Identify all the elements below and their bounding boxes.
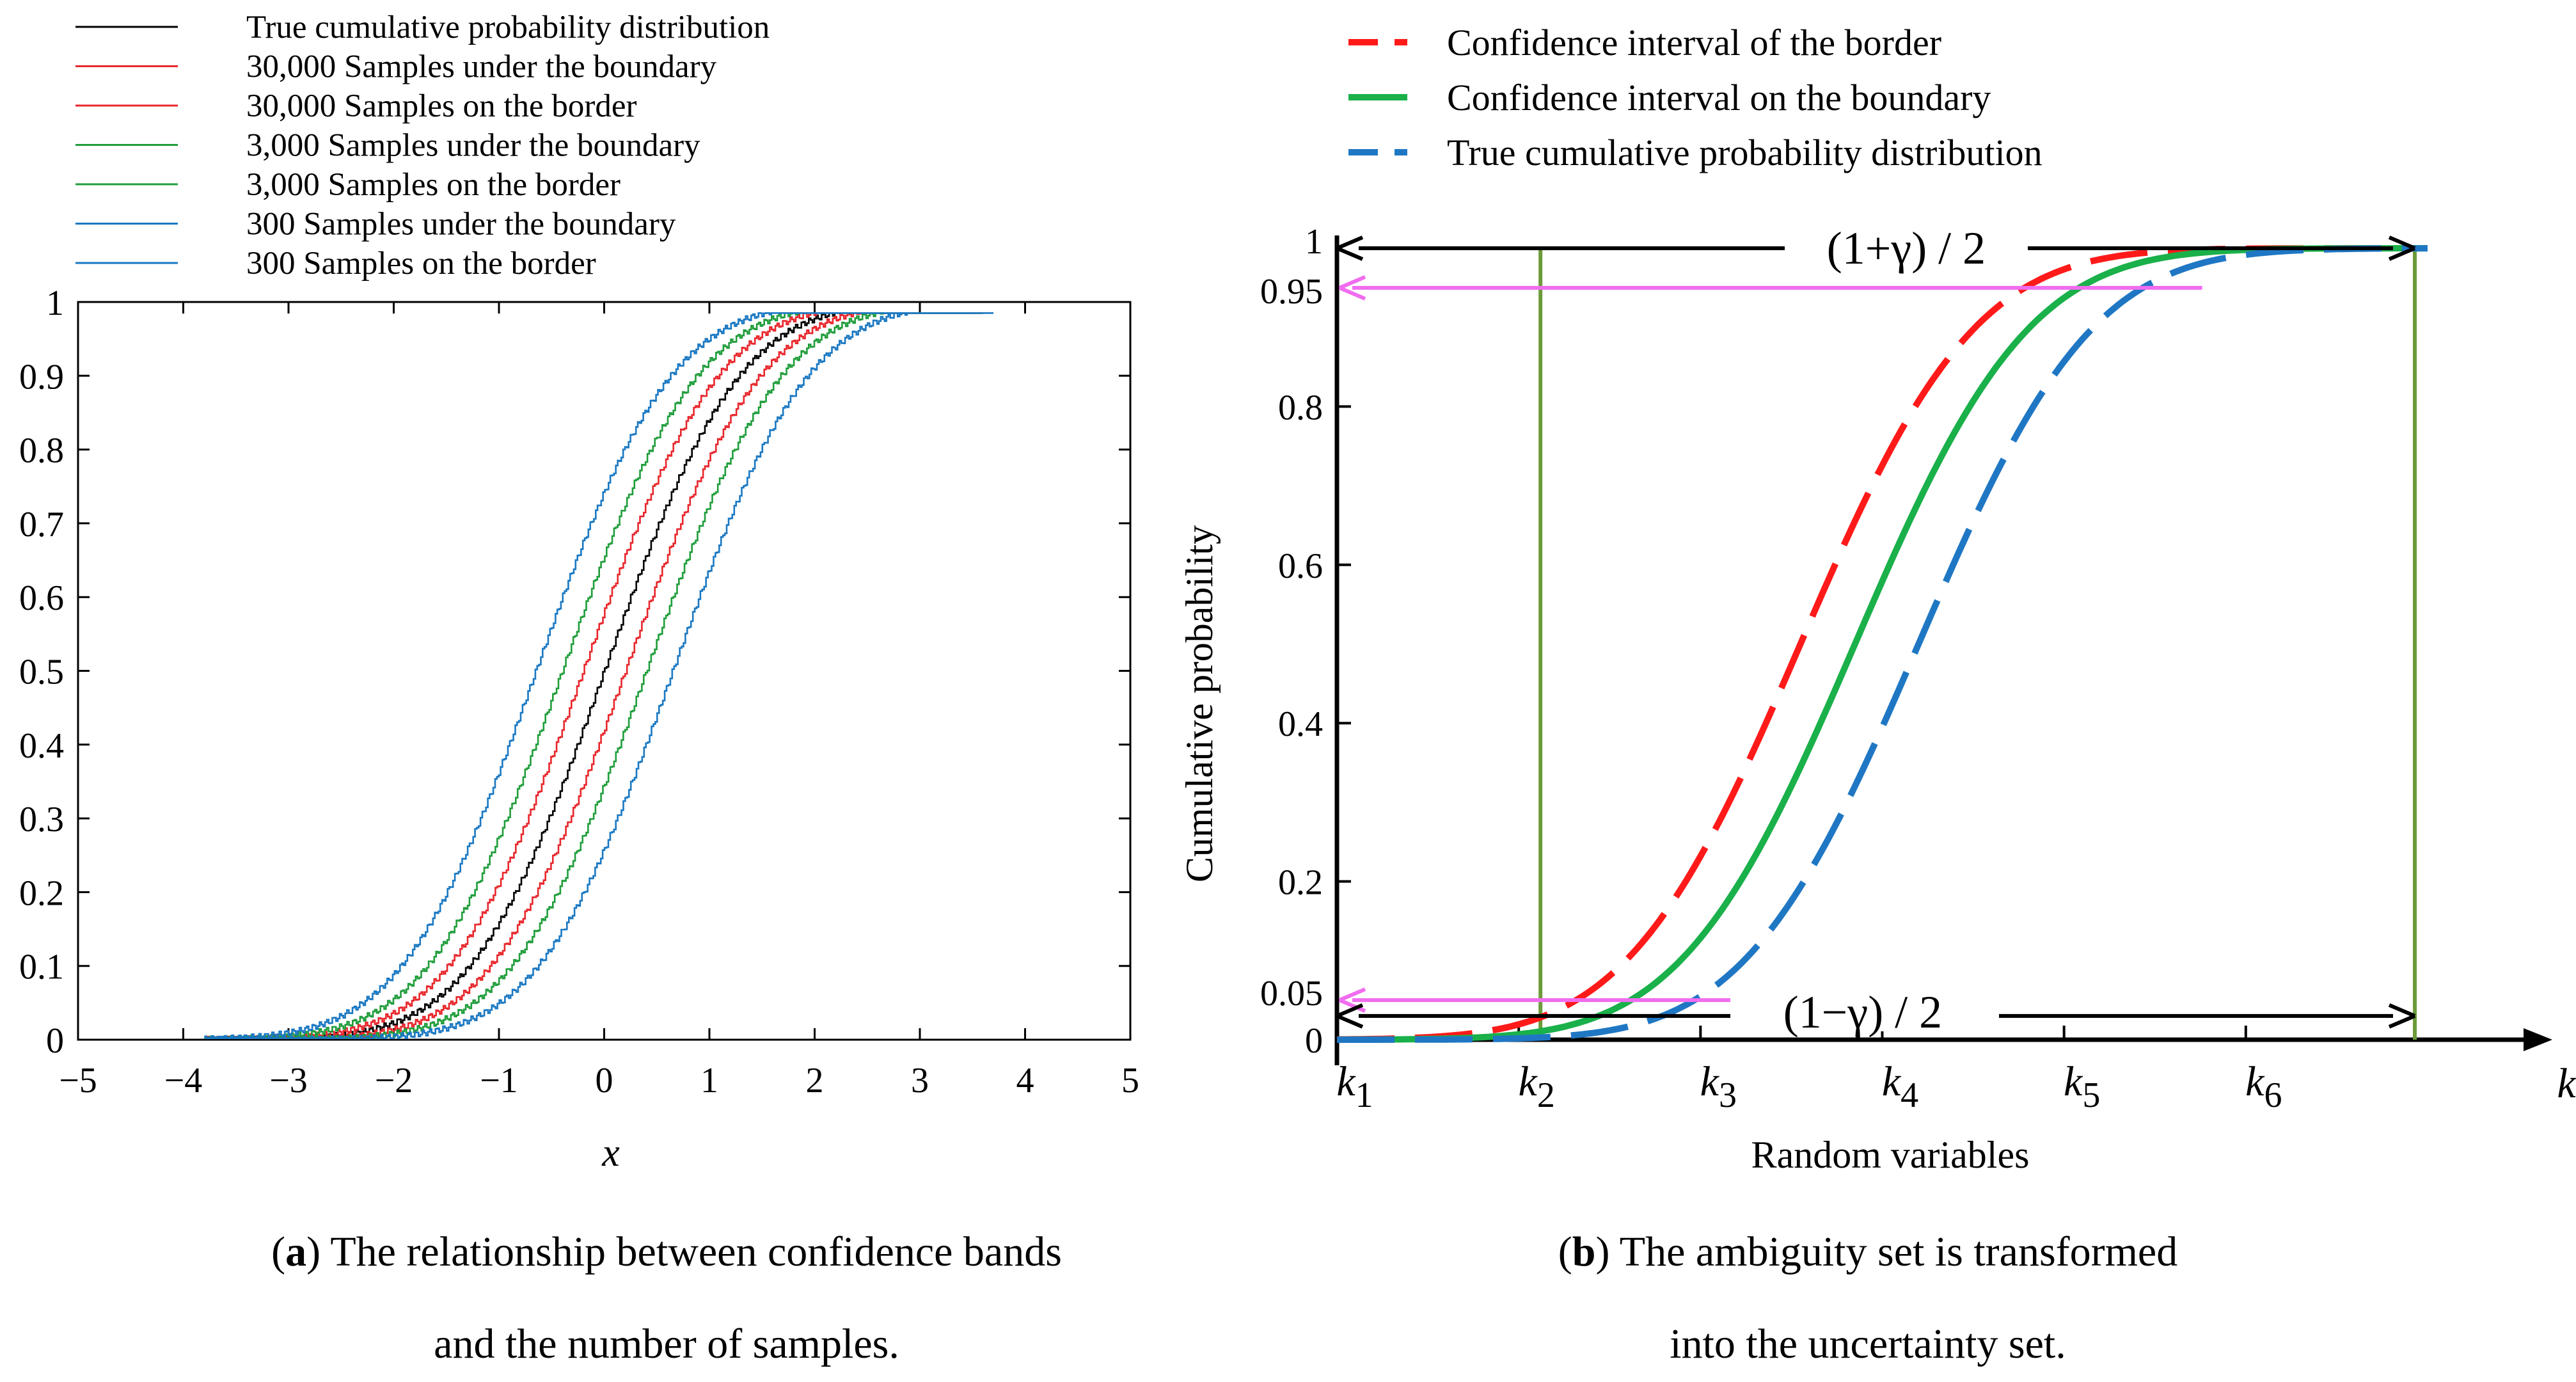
panel-b-caption-line1: (b) The ambiguity set is transformed <box>1558 1228 2177 1275</box>
panel-a-caption-text: ) The relationship between confidence ba… <box>306 1228 1062 1275</box>
panel-b-axes: k 0 0.05 0.2 0.4 0.6 0.8 0.95 1 k1 k2 k3 k4 k5 k6 <box>1260 222 2576 1115</box>
panel-b-curves <box>1336 245 2428 1043</box>
a-ytick-label-3: 0.3 <box>19 800 64 839</box>
b-xtick-label-1: k2 <box>1519 1058 1555 1115</box>
b-series-2 <box>1337 245 2428 1043</box>
a-xtick-label-1: −4 <box>164 1061 203 1100</box>
b-series-0 <box>1336 245 2428 1043</box>
a-ytick-label-1: 0.1 <box>19 948 64 987</box>
panel-a-caption-letter: a <box>285 1228 306 1275</box>
a-series-6 <box>204 312 973 1039</box>
panel-b-x-axis-label: Random variables <box>1751 1134 2030 1176</box>
a-xtick-label-5: 0 <box>596 1061 613 1100</box>
panel-a-ticks: −5 −4 −3 −2 −1 0 1 2 3 4 5 0 0.1 0.2 0.3 0.4 0.5 0.6 0.7 0.… <box>19 283 1139 1100</box>
a-series-5 <box>204 312 994 1039</box>
b-arrow-bottom-head-right <box>2388 1003 2416 1029</box>
a-xtick-label-7: 2 <box>806 1061 824 1100</box>
b-arrow-095-head <box>1338 275 1366 301</box>
legend-b-label-0: Confidence interval of the border <box>1447 22 1941 63</box>
b-ytick-label-1: 0.05 <box>1260 974 1323 1013</box>
legend-a-label-5: 300 Samples under the boundary <box>246 207 676 242</box>
panel-b-chart: Confidence interval of the border Confide… <box>1178 22 2576 1367</box>
a-series-3 <box>204 312 983 1039</box>
b-xtick-label-0: k1 <box>1336 1058 1373 1115</box>
b-xtick-label-2: k3 <box>1700 1058 1737 1115</box>
b-xtick-label-5: k6 <box>2245 1058 2282 1115</box>
b-ytick-label-6: 0.95 <box>1260 272 1323 312</box>
b-ytick-label-3: 0.4 <box>1278 704 1323 744</box>
a-ytick-label-2: 0.2 <box>19 873 64 913</box>
a-ytick-label-5: 0.5 <box>19 653 64 692</box>
legend-a-label-0: True cumulative probability distribution <box>246 10 770 45</box>
a-xtick-label-3: −2 <box>375 1061 413 1100</box>
panel-b-annotations: (1+γ) / 2 (1−γ) / 2 <box>1336 218 2416 1038</box>
a-xtick-label-0: −5 <box>59 1061 97 1100</box>
b-series-1 <box>1337 245 2428 1043</box>
panel-b-y-axis-label: Cumulative probability <box>1178 525 1221 882</box>
b-arrow-bottom-label: (1−γ) / 2 <box>1783 987 1942 1038</box>
b-ytick-label-4: 0.6 <box>1278 546 1323 586</box>
legend-a-label-3: 3,000 Samples under the boundary <box>246 128 700 164</box>
legend-a-label-1: 30,000 Samples under the boundary <box>246 49 717 85</box>
panel-b-caption-letter: b <box>1572 1228 1596 1275</box>
a-series-0 <box>204 312 983 1039</box>
a-xtick-label-6: 1 <box>700 1061 718 1100</box>
a-series-1 <box>204 312 983 1039</box>
b-ytick-label-5: 0.8 <box>1278 388 1323 427</box>
a-ytick-label-10: 1 <box>46 283 64 323</box>
b-arrow-bottom-label-bg <box>1730 980 1999 1031</box>
panel-b-caption-line2: into the uncertainty set. <box>1670 1321 2066 1367</box>
b-arrow-top-label: (1+γ) / 2 <box>1827 223 1986 274</box>
b-arrow-top-head-right <box>2388 235 2416 261</box>
a-series-4 <box>204 312 983 1039</box>
a-series-2 <box>204 312 983 1039</box>
panel-a-caption-line2: and the number of samples. <box>434 1321 899 1367</box>
b-arrow-top-label-bg <box>1785 218 2028 269</box>
b-x-axis-arrowhead <box>2524 1028 2552 1051</box>
a-xtick-label-2: −3 <box>269 1061 308 1100</box>
panel-a-legend: True cumulative probability distribution… <box>75 10 770 282</box>
panel-a-chart: True cumulative probability distribution… <box>19 10 1139 1367</box>
a-xtick-label-8: 3 <box>911 1061 929 1100</box>
a-xtick-label-4: −1 <box>480 1061 518 1100</box>
a-ytick-label-0: 0 <box>46 1021 64 1061</box>
a-ytick-label-9: 0.9 <box>19 357 64 397</box>
a-ytick-label-8: 0.8 <box>19 431 64 471</box>
a-ytick-label-4: 0.4 <box>19 726 64 766</box>
legend-b-label-1: Confidence interval on the boundary <box>1447 77 1991 118</box>
panel-b-guides <box>1538 248 2417 1040</box>
a-ytick-label-6: 0.6 <box>19 578 64 618</box>
b-arrow-top-head-left <box>1336 235 1364 261</box>
b-arrow-005-head <box>1338 987 1366 1013</box>
panel-b-caption-text: ) The ambiguity set is transformed <box>1595 1228 2177 1275</box>
b-xtick-label-3: k4 <box>1882 1058 1918 1115</box>
b-ytick-label-0: 0 <box>1305 1021 1323 1061</box>
b-x-axis-end-label: k <box>2557 1060 2576 1107</box>
legend-b-label-2: True cumulative probability distribution <box>1447 132 2043 173</box>
legend-a-label-2: 30,000 Samples on the border <box>246 88 636 124</box>
b-xtick-label-4: k5 <box>2064 1058 2100 1115</box>
b-ytick-label-7: 1 <box>1305 222 1323 262</box>
panel-b-legend: Confidence interval of the border Confide… <box>1348 22 2043 173</box>
a-xtick-label-10: 5 <box>1121 1061 1139 1100</box>
a-xtick-label-9: 4 <box>1016 1061 1034 1100</box>
legend-a-label-6: 300 Samples on the border <box>246 246 596 282</box>
panel-a-caption-line1: (a) The relationship between confidence … <box>271 1228 1062 1275</box>
panel-a-curves <box>204 312 994 1039</box>
legend-a-label-4: 3,000 Samples on the border <box>246 167 620 203</box>
panel-a-x-axis-label: x <box>601 1131 620 1175</box>
a-ytick-label-7: 0.7 <box>19 505 64 544</box>
b-ytick-label-2: 0.2 <box>1278 863 1323 903</box>
b-arrow-bottom-head-left <box>1336 1003 1364 1029</box>
